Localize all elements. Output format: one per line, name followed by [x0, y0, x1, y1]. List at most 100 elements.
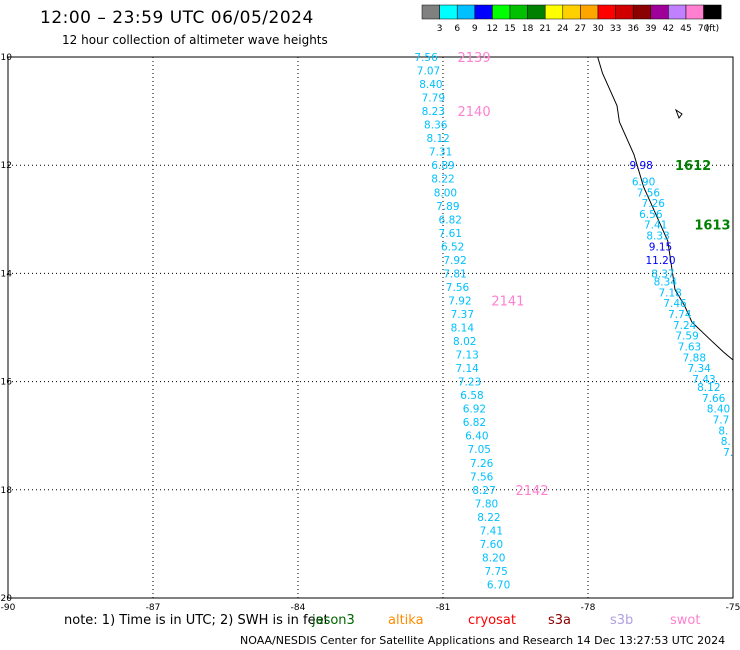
- track-label: 2141: [491, 294, 524, 309]
- track-label: 1612: [675, 159, 711, 174]
- island-outline: [674, 108, 683, 120]
- wave-height-value: 11.20: [645, 255, 675, 267]
- wave-height-value: 6.92: [463, 404, 486, 416]
- wave-height-value: 8.36: [424, 120, 448, 132]
- wave-height-value: 7.26: [470, 458, 494, 470]
- y-tick-label: -10: [0, 53, 12, 63]
- wave-height-value: 9.15: [649, 241, 672, 253]
- scale-tick-label: 39: [645, 24, 657, 34]
- wave-height-value: 7.89: [436, 201, 459, 213]
- y-tick-label: -12: [0, 161, 12, 171]
- wave-height-value: 7.24: [673, 320, 697, 332]
- wave-height-value: 7.59: [675, 331, 698, 343]
- wave-height-value: 7.81: [443, 268, 466, 280]
- chart-title: 12:00 – 23:59 UTC 06/05/2024: [40, 8, 314, 28]
- plot-frame: [7, 56, 734, 599]
- wave-height-value: 8.22: [431, 174, 454, 186]
- wave-height-value: 8.: [718, 425, 728, 437]
- x-tick-label: -90: [1, 603, 16, 613]
- wave-height-value: 7.05: [468, 444, 491, 456]
- scale-tick-label: 24: [557, 24, 569, 34]
- coastline: [597, 56, 734, 361]
- y-tick-label: -20: [0, 594, 12, 604]
- wave-height-value: 7.56: [470, 471, 494, 483]
- scale-tick-label: 18: [522, 24, 534, 34]
- scale-tick-label: 42: [663, 24, 674, 34]
- wave-height-value: 7.61: [439, 228, 462, 240]
- wave-height-value: 7.23: [458, 377, 481, 389]
- wave-height-value: 8.20: [482, 552, 505, 564]
- wave-height-value: 7.7: [713, 414, 730, 426]
- wave-height-value: 6.52: [441, 241, 464, 253]
- wave-height-value: 8.02: [453, 336, 476, 348]
- y-tick-label: -18: [0, 486, 12, 496]
- wave-height-value: 7.88: [683, 352, 706, 364]
- wave-height-value: 7.46: [663, 298, 687, 310]
- satellite-label-s3a: s3a: [548, 613, 572, 628]
- y-tick-label: -16: [0, 378, 12, 388]
- satellite-label-cryosat: cryosat: [468, 613, 516, 628]
- scale-tick-label: 15: [504, 24, 515, 34]
- satellite-label-jason3: jason3: [312, 613, 355, 628]
- wave-height-value: 7.14: [455, 363, 479, 375]
- wave-height-value: 7.56: [637, 187, 661, 199]
- wave-height-value: 8.33: [646, 231, 669, 243]
- wave-height-value: 6.89: [431, 160, 454, 172]
- scale-tick-label: 45: [680, 24, 691, 34]
- satellite-label-altika: altika: [388, 613, 424, 628]
- wave-height-value: 8.22: [477, 512, 500, 524]
- wave-height-value: 7.37: [451, 309, 474, 321]
- wave-height-value: 8.40: [707, 404, 730, 416]
- wave-height-value: 8.12: [697, 382, 720, 394]
- scale-tick-label: 3: [437, 24, 443, 34]
- wave-height-value: 8.34: [654, 277, 678, 289]
- x-tick-label: -78: [581, 603, 596, 613]
- x-tick-label: -81: [436, 603, 451, 613]
- scale-tick-label: 12: [487, 24, 498, 34]
- scale-tick-label: 70: [698, 24, 710, 34]
- wave-height-value: 7.13: [455, 350, 478, 362]
- wave-height-value: 7.74: [668, 309, 692, 321]
- y-tick-label: -14: [0, 269, 12, 279]
- wave-height-value: 7.43: [692, 374, 715, 386]
- scale-tick-label: 36: [627, 24, 639, 34]
- wave-height-value: 7.31: [429, 147, 452, 159]
- x-tick-label: -87: [146, 603, 161, 613]
- wave-height-value: 7.79: [422, 93, 445, 105]
- track-label: 2140: [458, 105, 491, 120]
- scale-tick-label: 21: [539, 24, 550, 34]
- wave-height-value: 7.60: [480, 539, 503, 551]
- scale-tick-label: 33: [610, 24, 621, 34]
- wave-height-value: 6.82: [463, 417, 486, 429]
- x-tick-label: -75: [726, 603, 740, 613]
- wave-height-value: 7.18: [658, 287, 681, 299]
- wave-height-value: 6.82: [439, 214, 462, 226]
- wave-height-value: 6.70: [487, 579, 510, 591]
- wave-height-value: 8.: [721, 436, 731, 448]
- satellite-label-s3b: s3b: [610, 613, 634, 628]
- wave-height-value: 7.56: [414, 52, 438, 64]
- wave-height-value: 7.92: [448, 295, 471, 307]
- wave-height-value: 8.23: [422, 106, 445, 118]
- scale-tick-label: 27: [575, 24, 586, 34]
- wave-height-value: 6.40: [465, 431, 488, 443]
- wave-height-value: 7.26: [642, 198, 666, 210]
- wave-height-value: 6.56: [639, 209, 663, 221]
- wave-height-value: 7.07: [417, 66, 440, 78]
- track-label: 2139: [458, 51, 491, 66]
- wave-height-value: 7.41: [480, 525, 503, 537]
- chart-subtitle: 12 hour collection of altimeter wave hei…: [62, 33, 328, 47]
- wave-height-value: 7.: [723, 447, 733, 459]
- wave-height-value: 7.66: [702, 393, 726, 405]
- scale-tick-label: 6: [454, 24, 460, 34]
- wave-height-value: 6.90: [632, 176, 655, 188]
- wave-height-value: 7.80: [475, 498, 498, 510]
- wave-height-value: 8.14: [451, 323, 475, 335]
- wave-height-value: 7.56: [446, 282, 470, 294]
- wave-height-value: 7.92: [443, 255, 466, 267]
- wave-height-value: 7.34: [687, 363, 711, 375]
- wave-height-value: 6.58: [460, 390, 483, 402]
- wave-height-value: 7.63: [678, 341, 701, 353]
- wave-height-value: 7.75: [484, 566, 507, 578]
